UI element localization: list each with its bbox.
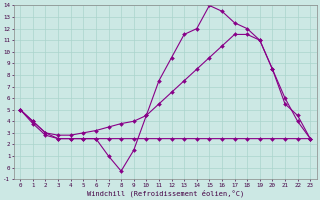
X-axis label: Windchill (Refroidissement éolien,°C): Windchill (Refroidissement éolien,°C) — [87, 189, 244, 197]
